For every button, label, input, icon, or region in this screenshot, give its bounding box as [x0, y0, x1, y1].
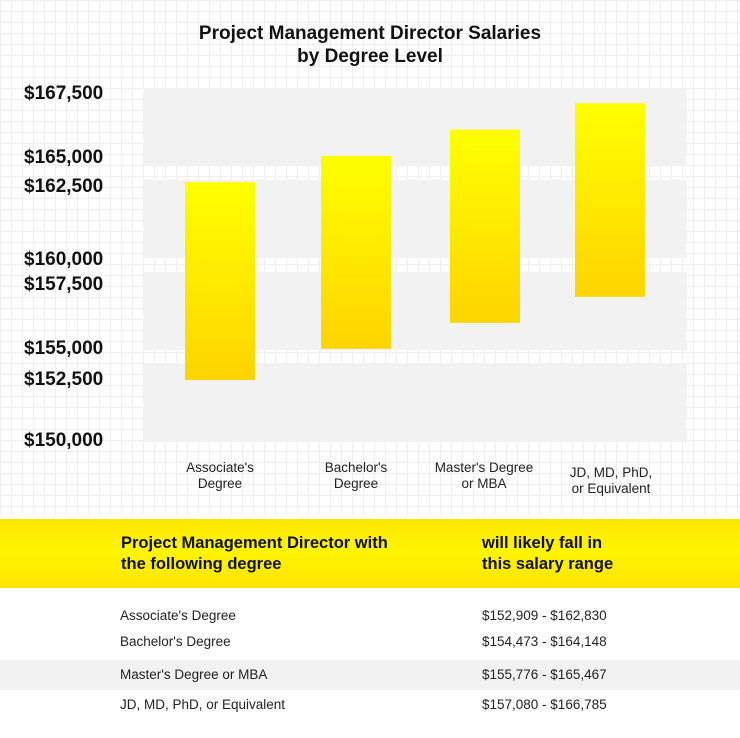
table-header-range-line-2: this salary range — [482, 555, 614, 573]
x-label-associate: Associate's Degree — [150, 460, 290, 492]
salary-range-chart: $167,500 $165,000 $162,500 $160,000 $157,500… — [24, 83, 687, 451]
chart-title-line-1: Project Management Director Salaries — [198, 23, 542, 44]
y-tick-label: $152,500 — [24, 369, 103, 390]
range-bar-3 — [450, 129, 520, 323]
x-label-master-line-1: Master's Degree — [434, 460, 534, 475]
table-cell-range: $157,080 - $166,785 — [482, 697, 607, 712]
table-header: Project Management Director with the fol… — [0, 519, 740, 588]
chart-title-line-2: by Degree Level — [297, 46, 443, 67]
x-label-master: Master's Degree or MBA — [414, 460, 554, 492]
range-bar-1 — [185, 182, 255, 380]
table-header-degree-line-1: Project Management Director with — [121, 534, 388, 552]
range-bar-2 — [321, 155, 391, 349]
y-tick-label: $167,500 — [24, 83, 103, 104]
table-cell-degree: Associate's Degree — [120, 608, 236, 623]
y-tick-label: $155,000 — [24, 338, 103, 359]
table-cell-degree: Bachelor's Degree — [120, 634, 231, 649]
table-header-degree: Project Management Director with the fol… — [121, 533, 421, 575]
table-cell-range: $152,909 - $162,830 — [482, 608, 607, 623]
table-row: Bachelor's Degree $154,473 - $164,148 — [0, 627, 740, 657]
x-label-doctorate: JD, MD, PhD, or Equivalent — [541, 465, 681, 497]
table-cell-range: $155,776 - $165,467 — [482, 667, 607, 682]
range-bar-4 — [575, 103, 645, 297]
y-tick-label: $150,000 — [24, 430, 103, 451]
table-cell-degree: Master's Degree or MBA — [120, 667, 268, 682]
table-cell-degree: JD, MD, PhD, or Equivalent — [120, 697, 286, 712]
chart-title: Project Management Director Salaries by … — [0, 22, 740, 68]
x-label-bachelor: Bachelor's Degree — [286, 460, 426, 492]
y-tick-label: $160,000 — [24, 249, 103, 270]
x-label-bachelor-line-2: Degree — [333, 476, 379, 491]
y-tick-label: $157,500 — [24, 274, 103, 295]
table-row: JD, MD, PhD, or Equivalent $157,080 - $1… — [0, 690, 740, 720]
table-header-range-line-1: will likely fall in — [482, 534, 603, 552]
x-label-doctorate-line-1: JD, MD, PhD, — [569, 465, 653, 480]
x-label-doctorate-line-2: or Equivalent — [571, 481, 651, 496]
table-row: Master's Degree or MBA $155,776 - $165,4… — [0, 660, 740, 690]
y-tick-label: $162,500 — [24, 176, 103, 197]
table-row: Associate's Degree $152,909 - $162,830 — [0, 601, 740, 631]
x-label-associate-line-1: Associate's — [186, 460, 254, 475]
x-label-associate-line-2: Degree — [197, 476, 243, 491]
x-label-bachelor-line-1: Bachelor's — [324, 460, 388, 475]
x-label-master-line-2: or MBA — [461, 476, 507, 491]
table-cell-range: $154,473 - $164,148 — [482, 634, 607, 649]
y-tick-label: $165,000 — [24, 147, 103, 168]
table-header-range: will likely fall in this salary range — [482, 533, 702, 575]
table-header-degree-line-2: the following degree — [121, 555, 282, 573]
